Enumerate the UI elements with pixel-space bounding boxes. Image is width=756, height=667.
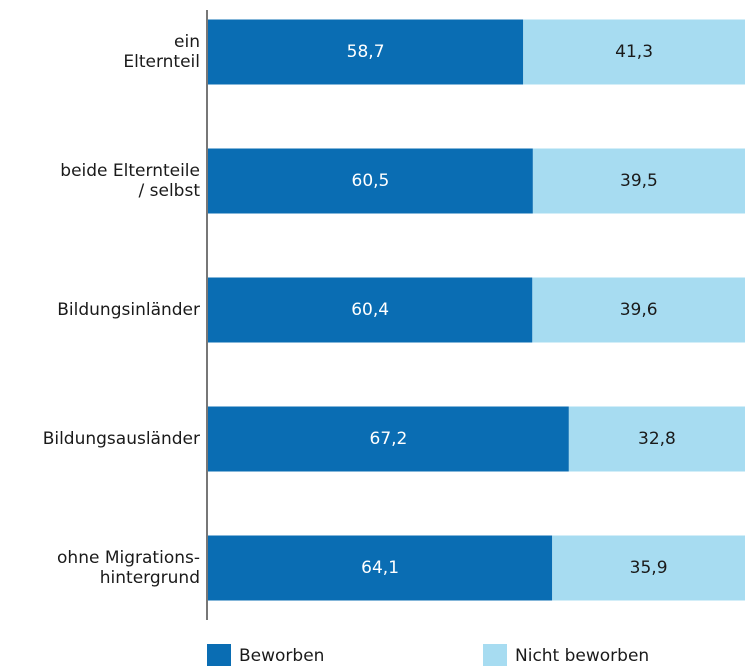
value-label: 60,4	[351, 300, 389, 320]
legend-swatch	[207, 644, 231, 666]
category-label: Elternteil	[123, 52, 200, 72]
value-label: 64,1	[361, 558, 399, 578]
value-label: 32,8	[638, 429, 676, 449]
value-label: 60,5	[352, 171, 390, 191]
bar-segment	[208, 148, 533, 214]
bar-segment	[532, 148, 745, 214]
bar-segment	[568, 406, 745, 472]
bar-segment	[208, 406, 569, 472]
category-label: hintergrund	[100, 568, 200, 588]
value-label: 35,9	[630, 558, 668, 578]
category-label: ohne Migrations-	[57, 548, 200, 568]
value-label: 39,5	[620, 171, 658, 191]
bar-segment	[523, 19, 745, 85]
bar-segment	[552, 535, 745, 601]
category-label: beide Elternteile	[60, 161, 200, 181]
bar-segment	[208, 19, 524, 85]
bar-segment	[208, 277, 533, 343]
category-label: / selbst	[139, 181, 201, 201]
value-label: 58,7	[347, 42, 385, 62]
legend-swatch	[483, 644, 507, 666]
category-label: Bildungsausländer	[43, 429, 200, 449]
value-label: 39,6	[620, 300, 658, 320]
value-label: 67,2	[370, 429, 408, 449]
legend-label: Nicht beworben	[515, 646, 649, 666]
bar-segment	[532, 277, 745, 343]
bar-segment	[208, 535, 553, 601]
legend-label: Beworben	[239, 646, 324, 666]
value-label: 41,3	[615, 42, 653, 62]
category-label: Bildungsinländer	[57, 300, 200, 320]
category-label: ein	[174, 32, 200, 52]
